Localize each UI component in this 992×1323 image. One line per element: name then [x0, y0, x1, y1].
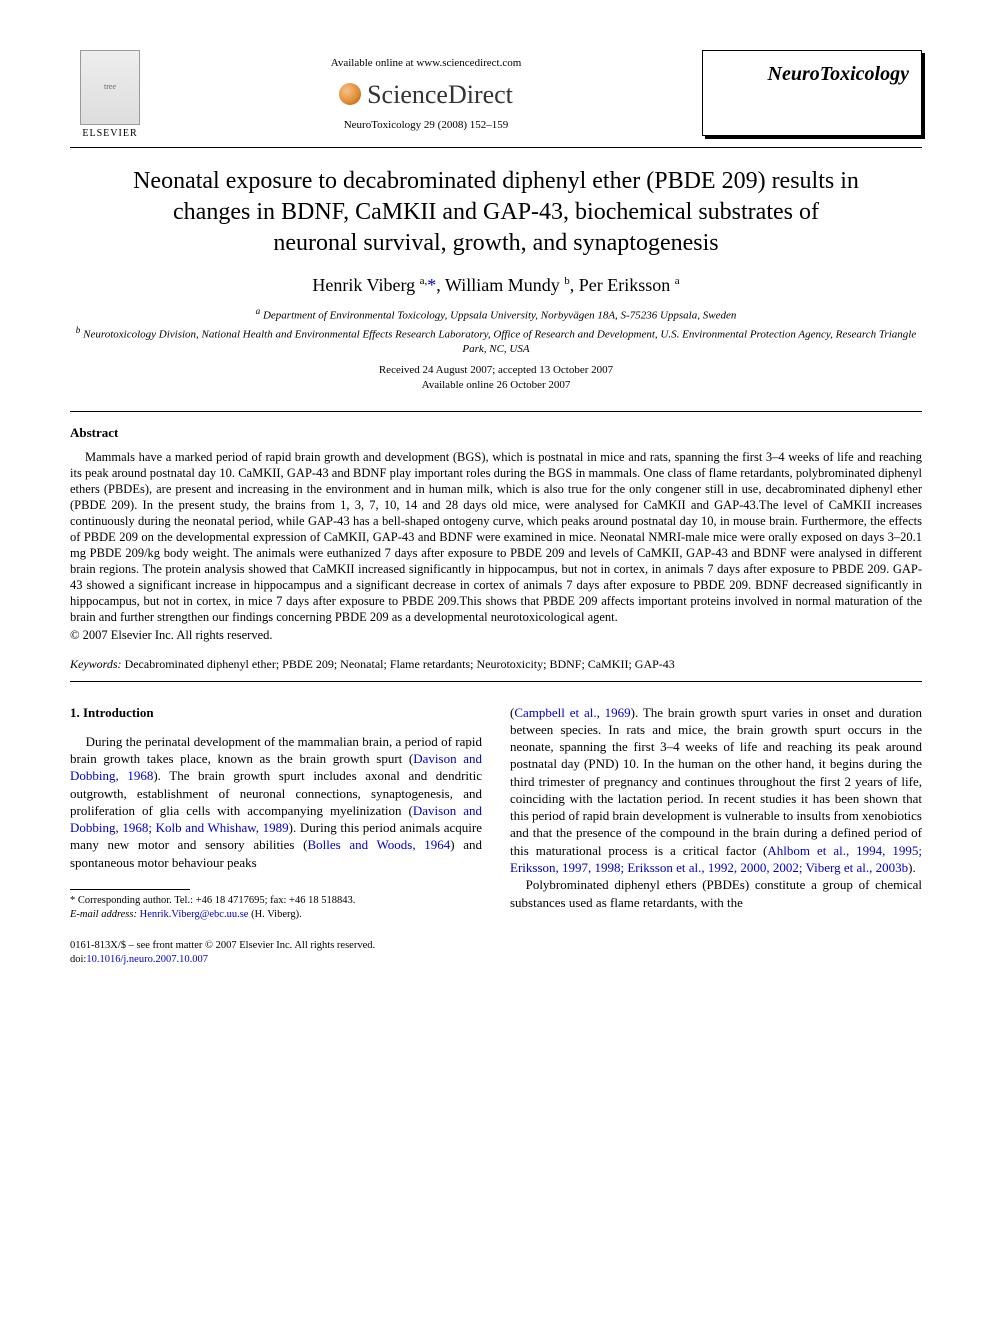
citation-line: NeuroToxicology 29 (2008) 152–159: [150, 118, 702, 133]
corr-email-link[interactable]: Henrik.Viberg@ebc.uu.se: [140, 909, 249, 920]
body-columns: 1. Introduction During the perinatal dev…: [70, 704, 922, 922]
email-tail: (H. Viberg).: [248, 909, 301, 920]
issn-line: 0161-813X/$ – see front matter © 2007 El…: [70, 939, 922, 953]
column-left: 1. Introduction During the perinatal dev…: [70, 704, 482, 922]
abstract-heading: Abstract: [70, 424, 922, 442]
received-accepted: Received 24 August 2007; accepted 13 Oct…: [70, 363, 922, 378]
keywords-label: Keywords:: [70, 657, 122, 671]
doi-line: doi:10.1016/j.neuro.2007.10.007: [70, 953, 922, 967]
doi-link[interactable]: 10.1016/j.neuro.2007.10.007: [86, 954, 208, 965]
abstract-bottom-rule: [70, 681, 922, 682]
affil-a-text: Department of Environmental Toxicology, …: [263, 310, 736, 322]
intro-paragraph-1: During the perinatal development of the …: [70, 733, 482, 871]
keywords-list: Decabrominated diphenyl ether; PBDE 209;…: [125, 657, 675, 671]
intro-paragraph-2: Polybrominated diphenyl ethers (PBDEs) c…: [510, 876, 922, 911]
section-1-heading: 1. Introduction: [70, 704, 482, 721]
journal-name: NeuroToxicology: [768, 63, 909, 85]
ref-campbell-1969[interactable]: Campbell et al., 1969: [514, 705, 630, 720]
abstract-top-rule: [70, 411, 922, 412]
page-footer: 0161-813X/$ – see front matter © 2007 El…: [70, 939, 922, 966]
keywords-block: Keywords: Decabrominated diphenyl ether;…: [70, 656, 922, 672]
header-row: tree ELSEVIER Available online at www.sc…: [70, 50, 922, 141]
intro-paragraph-1-cont: (Campbell et al., 1969). The brain growt…: [510, 704, 922, 877]
publisher-logo: tree ELSEVIER: [70, 50, 150, 141]
copyright-line: © 2007 Elsevier Inc. All rights reserved…: [70, 627, 922, 644]
abstract-text: Mammals have a marked period of rapid br…: [70, 449, 922, 625]
t: ). The brain growth spurt varies in onse…: [510, 705, 922, 858]
affiliation-a: a Department of Environmental Toxicology…: [70, 305, 922, 324]
affil-b-text: Neurotoxicology Division, National Healt…: [83, 329, 916, 356]
sciencedirect-logo: ScienceDirect: [339, 77, 513, 112]
abstract-body: Mammals have a marked period of rapid br…: [70, 449, 922, 625]
publisher-name: ELSEVIER: [70, 127, 150, 141]
article-title: Neonatal exposure to decabrominated diph…: [130, 166, 862, 260]
doi-label: doi:: [70, 954, 86, 965]
ref-bolles-1964[interactable]: Bolles and Woods, 1964: [307, 837, 450, 852]
sciencedirect-ball-icon: [339, 83, 361, 105]
footnote-rule: [70, 889, 190, 890]
authors-line: Henrik Viberg a,*, William Mundy b, Per …: [70, 273, 922, 297]
email-label: E-mail address:: [70, 909, 137, 920]
corr-author-line: * Corresponding author. Tel.: +46 18 471…: [70, 894, 482, 908]
header-center: Available online at www.sciencedirect.co…: [150, 50, 702, 133]
corr-email-line: E-mail address: Henrik.Viberg@ebc.uu.se …: [70, 908, 482, 922]
corresponding-author-footnote: * Corresponding author. Tel.: +46 18 471…: [70, 894, 482, 921]
elsevier-tree-icon: tree: [80, 50, 140, 125]
column-right: (Campbell et al., 1969). The brain growt…: [510, 704, 922, 922]
history-dates: Received 24 August 2007; accepted 13 Oct…: [70, 363, 922, 393]
t: ).: [908, 860, 916, 875]
top-rule: [70, 147, 922, 148]
available-online-line: Available online at www.sciencedirect.co…: [150, 56, 702, 71]
sciencedirect-text: ScienceDirect: [367, 77, 513, 112]
affiliation-b: b Neurotoxicology Division, National Hea…: [70, 324, 922, 357]
available-online-date: Available online 26 October 2007: [70, 378, 922, 393]
journal-cover-box: NeuroToxicology: [702, 50, 922, 136]
page: tree ELSEVIER Available online at www.sc…: [0, 0, 992, 997]
